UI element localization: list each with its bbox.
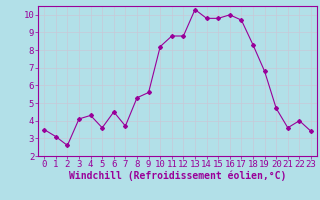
X-axis label: Windchill (Refroidissement éolien,°C): Windchill (Refroidissement éolien,°C) (69, 171, 286, 181)
